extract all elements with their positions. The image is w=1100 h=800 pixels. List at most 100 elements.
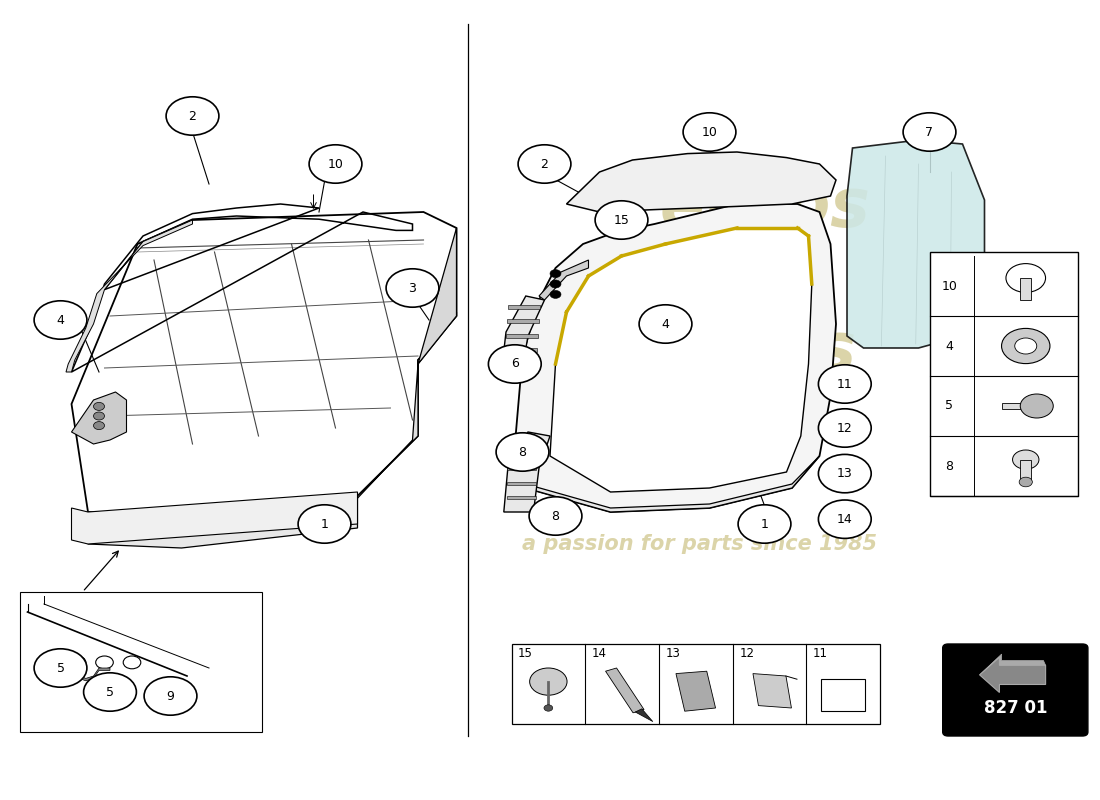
- Circle shape: [94, 402, 104, 410]
- FancyBboxPatch shape: [943, 644, 1088, 736]
- Polygon shape: [512, 456, 820, 512]
- Circle shape: [683, 113, 736, 151]
- Polygon shape: [847, 140, 984, 348]
- Text: 1: 1: [760, 518, 769, 530]
- Polygon shape: [66, 220, 192, 372]
- Polygon shape: [418, 228, 456, 364]
- Text: euros: euros: [660, 175, 871, 241]
- Text: 1: 1: [320, 518, 329, 530]
- Polygon shape: [508, 305, 540, 309]
- Text: 2: 2: [188, 110, 197, 122]
- Text: 13: 13: [837, 467, 852, 480]
- Polygon shape: [88, 496, 358, 548]
- FancyBboxPatch shape: [20, 592, 262, 732]
- Polygon shape: [1001, 402, 1036, 409]
- Circle shape: [34, 301, 87, 339]
- Circle shape: [84, 673, 136, 711]
- Text: 9: 9: [166, 690, 175, 702]
- Circle shape: [94, 422, 104, 430]
- Circle shape: [386, 269, 439, 307]
- Circle shape: [496, 433, 549, 471]
- Circle shape: [738, 505, 791, 543]
- Text: 5: 5: [945, 399, 954, 413]
- Circle shape: [550, 270, 561, 278]
- Polygon shape: [512, 204, 836, 512]
- Polygon shape: [1021, 278, 1032, 300]
- Text: 12: 12: [739, 647, 755, 660]
- FancyBboxPatch shape: [512, 644, 880, 724]
- Text: 827 01: 827 01: [983, 699, 1047, 718]
- Circle shape: [488, 345, 541, 383]
- Text: parts: parts: [660, 319, 857, 385]
- Polygon shape: [506, 334, 538, 338]
- Circle shape: [550, 290, 561, 298]
- Circle shape: [144, 677, 197, 715]
- Polygon shape: [60, 668, 110, 681]
- Text: 6: 6: [510, 358, 519, 370]
- Polygon shape: [1021, 459, 1032, 482]
- Circle shape: [1012, 450, 1038, 469]
- Polygon shape: [504, 362, 536, 366]
- Text: 7: 7: [925, 126, 934, 138]
- Polygon shape: [352, 312, 456, 504]
- Circle shape: [544, 705, 552, 711]
- Circle shape: [595, 201, 648, 239]
- Polygon shape: [752, 674, 792, 708]
- Text: 4: 4: [661, 318, 670, 330]
- Polygon shape: [636, 709, 653, 722]
- Circle shape: [639, 305, 692, 343]
- Circle shape: [529, 497, 582, 535]
- Text: 11: 11: [813, 647, 828, 660]
- Text: 4: 4: [56, 314, 65, 326]
- Text: 14: 14: [837, 513, 852, 526]
- Text: 14: 14: [592, 647, 607, 660]
- Polygon shape: [72, 492, 358, 544]
- Polygon shape: [507, 482, 536, 485]
- Text: 12: 12: [837, 422, 852, 434]
- Polygon shape: [550, 228, 812, 492]
- Polygon shape: [500, 296, 544, 380]
- Circle shape: [818, 454, 871, 493]
- Circle shape: [903, 113, 956, 151]
- Polygon shape: [507, 496, 536, 499]
- Polygon shape: [605, 668, 645, 713]
- Text: 3: 3: [408, 282, 417, 294]
- Text: 10: 10: [328, 158, 343, 170]
- FancyBboxPatch shape: [930, 252, 1078, 496]
- Circle shape: [530, 668, 568, 695]
- Circle shape: [1021, 394, 1054, 418]
- Circle shape: [1001, 328, 1049, 363]
- Circle shape: [166, 97, 219, 135]
- Circle shape: [1019, 477, 1032, 486]
- Polygon shape: [504, 432, 550, 512]
- Circle shape: [818, 365, 871, 403]
- Text: 11: 11: [837, 378, 852, 390]
- Text: 5: 5: [56, 662, 65, 674]
- Text: 5: 5: [106, 686, 114, 698]
- Polygon shape: [675, 671, 715, 711]
- Text: 4: 4: [945, 339, 954, 353]
- Polygon shape: [980, 658, 1046, 693]
- Circle shape: [550, 280, 561, 288]
- Polygon shape: [507, 319, 539, 323]
- Text: car: car: [660, 247, 778, 313]
- Polygon shape: [507, 453, 536, 456]
- Polygon shape: [980, 654, 1046, 675]
- Text: 8: 8: [518, 446, 527, 458]
- Polygon shape: [72, 392, 126, 444]
- Text: 10: 10: [942, 279, 957, 293]
- Circle shape: [309, 145, 362, 183]
- Circle shape: [818, 500, 871, 538]
- Circle shape: [518, 145, 571, 183]
- Text: 15: 15: [518, 647, 534, 660]
- Polygon shape: [507, 467, 536, 470]
- Text: 13: 13: [666, 647, 681, 660]
- Polygon shape: [539, 260, 588, 300]
- Polygon shape: [566, 152, 836, 212]
- Circle shape: [818, 409, 871, 447]
- Text: a passion for parts since 1985: a passion for parts since 1985: [522, 534, 878, 554]
- Text: 8: 8: [551, 510, 560, 522]
- Circle shape: [1014, 338, 1036, 354]
- Text: 15: 15: [614, 214, 629, 226]
- Text: 10: 10: [702, 126, 717, 138]
